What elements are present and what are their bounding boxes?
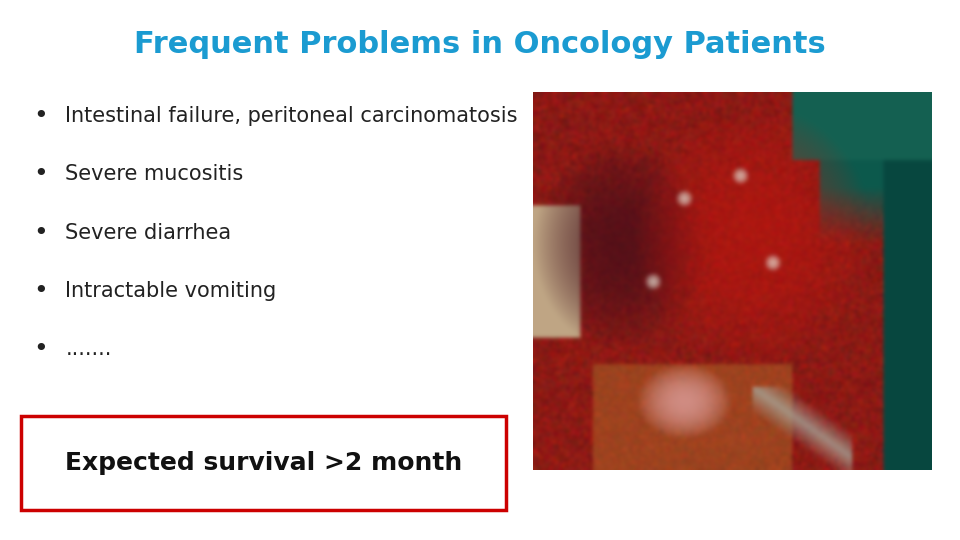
Text: Severe diarrhea: Severe diarrhea — [65, 222, 231, 243]
Text: •: • — [34, 104, 48, 128]
Text: •: • — [34, 163, 48, 186]
Text: Expected survival >2 month: Expected survival >2 month — [65, 451, 462, 475]
Text: •: • — [34, 338, 48, 361]
Text: Intestinal failure, peritoneal carcinomatosis: Intestinal failure, peritoneal carcinoma… — [65, 106, 517, 126]
Text: Frequent Problems in Oncology Patients: Frequent Problems in Oncology Patients — [134, 30, 826, 59]
Text: •: • — [34, 221, 48, 245]
Text: Intractable vomiting: Intractable vomiting — [65, 281, 276, 301]
FancyBboxPatch shape — [21, 416, 506, 510]
Text: .......: ....... — [65, 339, 111, 360]
Text: Severe mucositis: Severe mucositis — [65, 164, 244, 185]
Text: •: • — [34, 279, 48, 303]
